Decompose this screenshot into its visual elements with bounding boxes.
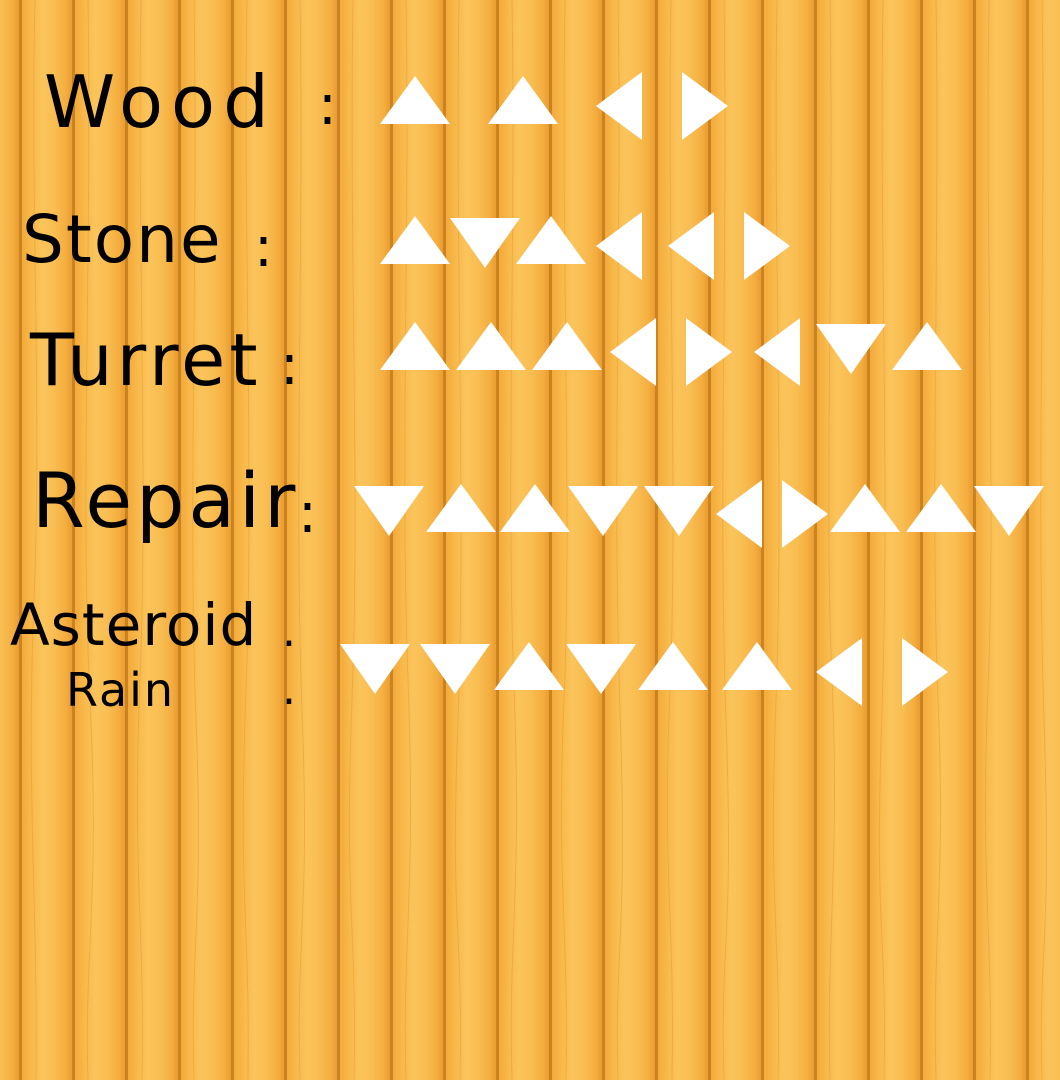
arrow-left-icon (754, 318, 800, 386)
recipe-label-rain: Rain (66, 663, 176, 717)
colon-separator: . (282, 664, 296, 715)
recipe-label-asteroid: Asteroid (10, 591, 258, 659)
recipe-label-stone: Stone (22, 201, 223, 278)
arrow-down-icon (816, 324, 886, 374)
arrow-sequence (354, 480, 1044, 548)
combo-repair (354, 480, 1060, 560)
arrow-down-icon (354, 486, 424, 536)
arrow-down-icon (420, 644, 490, 694)
arrow-right-icon (682, 72, 728, 140)
arrow-down-icon (566, 644, 636, 694)
colon-separator: : (298, 481, 317, 546)
combo-asteroid-rain (340, 638, 1060, 718)
arrow-right-icon (686, 318, 732, 386)
arrow-left-icon (816, 638, 862, 706)
arrow-right-icon (744, 212, 790, 280)
arrow-left-icon (668, 212, 714, 280)
arrow-left-icon (716, 480, 762, 548)
arrow-left-icon (610, 318, 656, 386)
arrow-up-icon (500, 484, 570, 532)
arrow-right-icon (782, 480, 828, 548)
combo-wood (380, 72, 1060, 152)
arrow-up-icon (426, 484, 496, 532)
arrow-up-icon (380, 216, 450, 264)
arrow-sequence (380, 318, 962, 386)
arrow-up-icon (494, 642, 564, 690)
arrow-left-icon (596, 212, 642, 280)
arrow-sequence (340, 638, 948, 706)
arrow-down-icon (644, 486, 714, 536)
arrow-up-icon (516, 216, 586, 264)
arrow-up-icon (488, 76, 558, 124)
arrow-sequence (380, 212, 790, 280)
arrow-left-icon (596, 72, 642, 140)
colon-separator: : (280, 333, 299, 398)
arrow-down-icon (974, 486, 1044, 536)
arrow-right-icon (902, 638, 948, 706)
arrow-up-icon (722, 642, 792, 690)
arrow-up-icon (638, 642, 708, 690)
arrow-up-icon (380, 322, 450, 370)
arrow-up-icon (892, 322, 962, 370)
recipe-label-wood: Wood (44, 60, 277, 144)
arrow-down-icon (450, 218, 520, 268)
arrow-up-icon (456, 322, 526, 370)
arrow-up-icon (380, 76, 450, 124)
arrow-sequence (380, 72, 728, 140)
combo-turret (380, 318, 1060, 398)
arrow-up-icon (830, 484, 900, 532)
colon-separator: : (254, 215, 273, 280)
recipe-label-turret: Turret (30, 318, 262, 402)
arrow-up-icon (532, 322, 602, 370)
arrow-up-icon (906, 484, 976, 532)
combo-stone (380, 212, 1060, 292)
arrow-down-icon (568, 486, 638, 536)
recipe-label-repair: Repair (32, 456, 300, 545)
arrow-down-icon (340, 644, 410, 694)
colon-separator: : (318, 73, 337, 138)
colon-separator: . (282, 606, 296, 657)
